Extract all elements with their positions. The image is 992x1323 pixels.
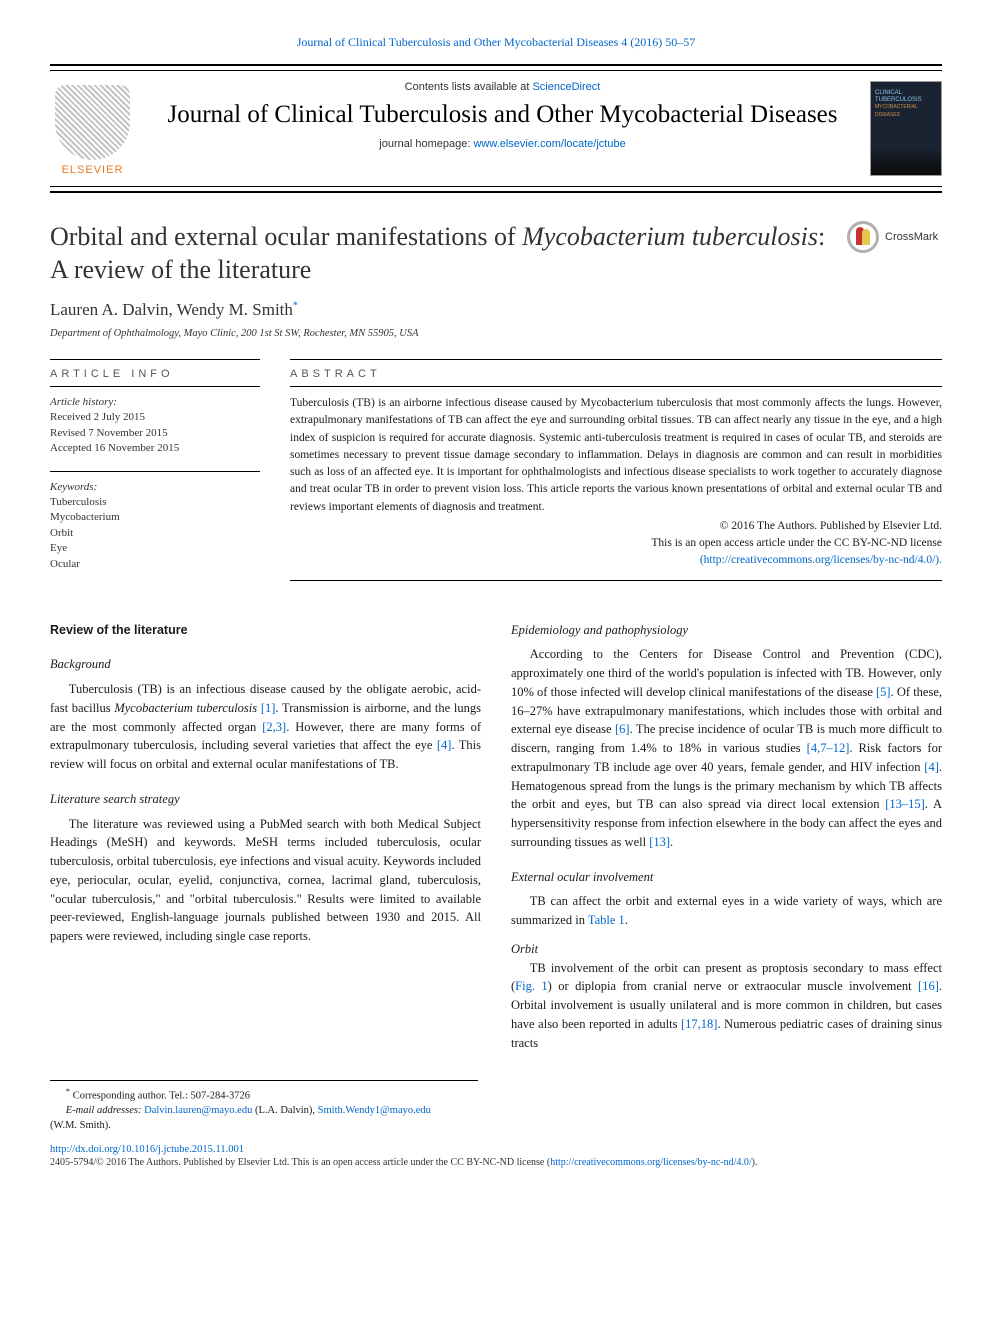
- article-history: Article history: Received 2 July 2015 Re…: [50, 395, 260, 457]
- contents-available-line: Contents lists available at ScienceDirec…: [150, 81, 855, 93]
- homepage-line: journal homepage: www.elsevier.com/locat…: [150, 138, 855, 150]
- title-row: Orbital and external ocular manifestatio…: [50, 221, 942, 286]
- footnotes: * Corresponding author. Tel.: 507-284-37…: [50, 1080, 478, 1134]
- ref-link[interactable]: [4,7–12]: [807, 741, 850, 755]
- history-label: Article history:: [50, 395, 260, 410]
- paragraph: The literature was reviewed using a PubM…: [50, 815, 481, 946]
- abstract-heading: abstract: [290, 368, 942, 386]
- abstract-column: abstract Tuberculosis (TB) is an airborn…: [290, 359, 942, 589]
- keyword: Mycobacterium: [50, 510, 260, 525]
- rule: [50, 64, 942, 66]
- email-link[interactable]: Smith.Wendy1@mayo.edu: [318, 1105, 431, 1116]
- ref-link[interactable]: [4]: [924, 760, 939, 774]
- running-header: Journal of Clinical Tuberculosis and Oth…: [50, 35, 942, 60]
- crossmark-widget[interactable]: CrossMark: [847, 221, 942, 253]
- keywords-block: Keywords: Tuberculosis Mycobacterium Orb…: [50, 480, 260, 572]
- copyright-line: © 2016 The Authors. Published by Elsevie…: [290, 518, 942, 535]
- subsection-heading: Epidemiology and pathophysiology: [511, 621, 942, 640]
- doi-line: http://dx.doi.org/10.1016/j.jctube.2015.…: [50, 1144, 942, 1155]
- rule: [50, 359, 260, 360]
- corresponding-author: * Corresponding author. Tel.: 507-284-37…: [50, 1085, 478, 1104]
- publisher-logo: ELSEVIER: [50, 81, 135, 176]
- crossmark-label: CrossMark: [885, 231, 938, 243]
- affiliation: Department of Ophthalmology, Mayo Clinic…: [50, 328, 942, 339]
- ref-link[interactable]: [2,3]: [262, 720, 286, 734]
- ref-link[interactable]: [1]: [257, 701, 275, 715]
- cover-thumbnail: CLINICAL TUBERCULOSIS MYCOBACTERIAL DISE…: [870, 81, 942, 176]
- rule: [50, 186, 942, 187]
- journal-name: Journal of Clinical Tuberculosis and Oth…: [150, 99, 855, 130]
- left-column: Review of the literature Background Tube…: [50, 621, 481, 1053]
- sciencedirect-link[interactable]: ScienceDirect: [532, 81, 600, 93]
- doi-link[interactable]: http://dx.doi.org/10.1016/j.jctube.2015.…: [50, 1144, 244, 1155]
- abstract-text: Tuberculosis (TB) is an airborne infecti…: [290, 395, 942, 516]
- homepage-link[interactable]: www.elsevier.com/locate/jctube: [473, 138, 625, 150]
- ref-link[interactable]: [5]: [876, 685, 891, 699]
- article-title: Orbital and external ocular manifestatio…: [50, 221, 827, 286]
- license-link[interactable]: http://creativecommons.org/licenses/by-n…: [550, 1157, 751, 1168]
- figure-link[interactable]: Fig. 1: [515, 979, 547, 993]
- publisher-name: ELSEVIER: [62, 164, 124, 176]
- masthead-center: Contents lists available at ScienceDirec…: [150, 81, 855, 176]
- keyword: Ocular: [50, 557, 260, 572]
- rule: [50, 191, 942, 193]
- section-heading: Review of the literature: [50, 621, 481, 640]
- contents-prefix: Contents lists available at: [405, 81, 533, 93]
- authors: Lauren A. Dalvin, Wendy M. Smith*: [50, 300, 942, 320]
- license-line: This is an open access article under the…: [290, 535, 942, 552]
- right-column: Epidemiology and pathophysiology Accordi…: [511, 621, 942, 1053]
- email-who: (W.M. Smith).: [50, 1119, 478, 1134]
- article-info-heading: article info: [50, 368, 260, 386]
- subsection-heading: External ocular involvement: [511, 868, 942, 887]
- rule: [50, 471, 260, 472]
- homepage-prefix: journal homepage:: [379, 138, 473, 150]
- ref-link[interactable]: [6]: [615, 722, 630, 736]
- paragraph: TB can affect the orbit and external eye…: [511, 892, 942, 930]
- ref-link[interactable]: [17,18]: [681, 1017, 717, 1031]
- ref-link[interactable]: [16]: [918, 979, 939, 993]
- rule: [50, 386, 260, 387]
- cover-title-text: CLINICAL TUBERCULOSIS MYCOBACTERIAL DISE…: [875, 90, 937, 119]
- paragraph: Tuberculosis (TB) is an infectious disea…: [50, 680, 481, 774]
- crossmark-icon: [847, 221, 879, 253]
- copyright-block: © 2016 The Authors. Published by Elsevie…: [290, 518, 942, 570]
- revised-date: Revised 7 November 2015: [50, 426, 260, 441]
- rule: [290, 386, 942, 387]
- ref-link[interactable]: [13–15]: [885, 797, 925, 811]
- rule: [290, 359, 942, 360]
- keyword: Eye: [50, 541, 260, 556]
- rule: [290, 580, 942, 581]
- rule: [50, 70, 942, 71]
- subsection-heading: Background: [50, 655, 481, 674]
- license-link[interactable]: (http://creativecommons.org/licenses/by-…: [700, 554, 942, 566]
- ref-link[interactable]: [4]: [437, 738, 452, 752]
- info-abstract-row: article info Article history: Received 2…: [50, 359, 942, 589]
- subsection-heading: Literature search strategy: [50, 790, 481, 809]
- subsubsection-heading: Orbit: [511, 940, 942, 959]
- table-link[interactable]: Table 1: [588, 913, 625, 927]
- issn-line: 2405-5794/© 2016 The Authors. Published …: [50, 1157, 942, 1168]
- body-columns: Review of the literature Background Tube…: [50, 621, 942, 1053]
- journal-cover: CLINICAL TUBERCULOSIS MYCOBACTERIAL DISE…: [870, 81, 942, 176]
- paragraph: According to the Centers for Disease Con…: [511, 645, 942, 851]
- elsevier-tree-icon: [55, 85, 130, 160]
- email-addresses: E-mail addresses: Dalvin.lauren@mayo.edu…: [50, 1104, 478, 1119]
- accepted-date: Accepted 16 November 2015: [50, 441, 260, 456]
- received-date: Received 2 July 2015: [50, 410, 260, 425]
- keywords-label: Keywords:: [50, 480, 260, 495]
- paragraph: TB involvement of the orbit can present …: [511, 959, 942, 1053]
- keyword: Tuberculosis: [50, 495, 260, 510]
- page-root: Journal of Clinical Tuberculosis and Oth…: [0, 0, 992, 1208]
- ref-link[interactable]: [13]: [649, 835, 670, 849]
- keyword: Orbit: [50, 526, 260, 541]
- email-link[interactable]: Dalvin.lauren@mayo.edu: [144, 1105, 252, 1116]
- citation-link[interactable]: Journal of Clinical Tuberculosis and Oth…: [297, 35, 696, 49]
- masthead: ELSEVIER Contents lists available at Sci…: [50, 73, 942, 184]
- article-info-column: article info Article history: Received 2…: [50, 359, 260, 589]
